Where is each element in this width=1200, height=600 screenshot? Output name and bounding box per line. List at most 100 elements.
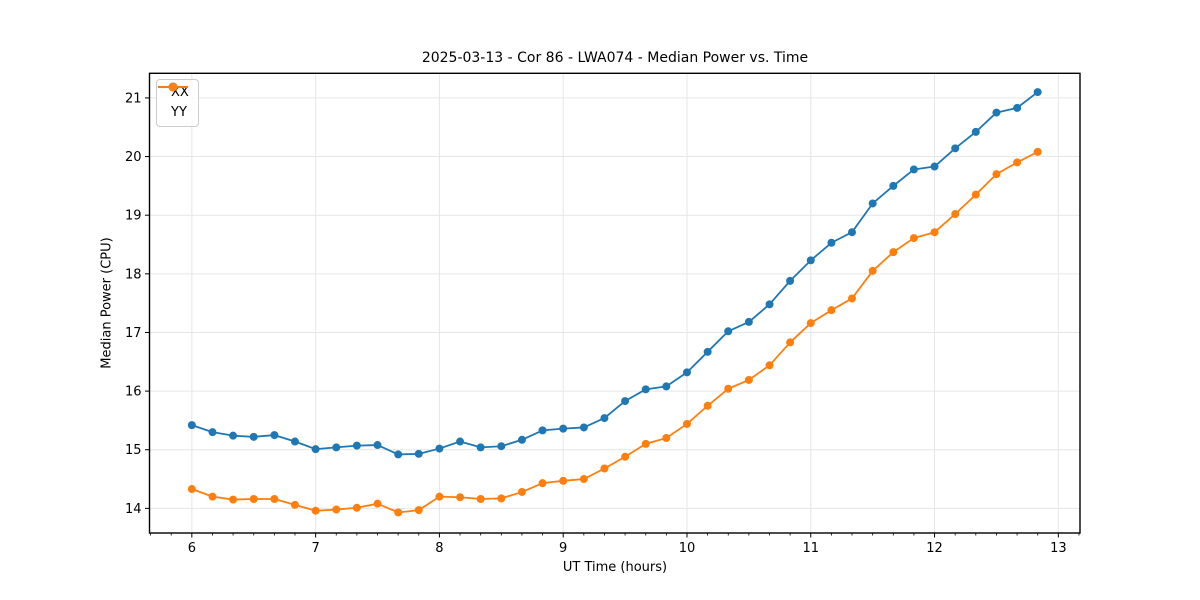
series-YY-marker	[311, 506, 320, 515]
x-tick-label: 8	[435, 541, 443, 556]
series-YY-marker	[662, 434, 671, 443]
series-YY-marker	[352, 503, 361, 512]
series-XX-marker	[1013, 103, 1022, 112]
series-XX-marker	[827, 238, 836, 247]
series-XX-marker	[497, 442, 506, 451]
series-XX-marker	[847, 228, 856, 237]
series-YY-marker	[971, 190, 980, 199]
series-XX-marker	[724, 327, 733, 336]
series-YY-marker	[868, 266, 877, 275]
series-YY-marker	[744, 375, 753, 384]
series-YY-marker	[579, 475, 588, 484]
x-tick-label: 12	[926, 541, 943, 556]
series-XX-marker	[414, 449, 423, 458]
series-XX-marker	[208, 428, 217, 437]
x-tick-label: 9	[559, 541, 567, 556]
series-YY-marker	[641, 439, 650, 448]
axes-border	[148, 72, 1081, 534]
series-XX-marker	[744, 317, 753, 326]
x-tick-label: 7	[311, 541, 319, 556]
series-XX-marker	[971, 127, 980, 136]
y-tick-label: 14	[125, 502, 142, 517]
series-XX-marker	[909, 165, 918, 174]
series-YY-marker	[909, 234, 918, 243]
series-YY-marker	[806, 319, 815, 328]
series-XX-marker	[270, 431, 279, 440]
series-YY-marker	[332, 505, 341, 514]
series-YY-marker	[559, 476, 568, 485]
legend: XX YY	[156, 79, 199, 127]
series-XX-marker	[806, 256, 815, 265]
series-XX-marker	[456, 437, 465, 446]
series-YY-marker	[786, 338, 795, 347]
x-axis-label: UT Time (hours)	[562, 560, 668, 575]
series-XX-marker	[951, 144, 960, 153]
y-tick-label: 20	[125, 150, 142, 165]
series-YY-marker	[951, 210, 960, 219]
series-XX-marker	[786, 276, 795, 285]
chart-title: 2025-03-13 - Cor 86 - LWA074 - Median Po…	[421, 50, 809, 66]
series-XX-marker	[600, 414, 609, 423]
series-XX-marker	[332, 443, 341, 452]
series-YY-marker	[600, 464, 609, 473]
series-XX-marker	[435, 444, 444, 453]
legend-label: YY	[171, 105, 187, 120]
series-YY-marker	[889, 248, 898, 257]
series-YY-marker	[517, 487, 526, 496]
x-tick-label: 11	[802, 541, 819, 556]
series-XX-marker	[538, 426, 547, 435]
series-YY-marker	[270, 494, 279, 503]
series-YY-marker	[187, 485, 196, 494]
series-XX-marker	[765, 300, 774, 309]
series-YY-marker	[992, 170, 1001, 179]
series-YY-marker	[724, 384, 733, 393]
series-XX-marker	[703, 347, 712, 356]
series-XX-marker	[682, 368, 691, 377]
series-XX-marker	[249, 432, 258, 441]
y-tick-label: 16	[125, 385, 142, 400]
series-XX-marker	[229, 431, 238, 440]
series-XX-marker	[352, 441, 361, 450]
y-tick-label: 19	[125, 209, 142, 224]
series-YY-marker	[1033, 147, 1042, 156]
series-XX-marker	[394, 450, 403, 459]
series-YY-marker	[765, 361, 774, 370]
series-YY-marker	[249, 494, 258, 503]
legend-marker-yy-icon	[158, 82, 188, 92]
series-YY-marker	[208, 492, 217, 501]
series-XX-marker	[992, 108, 1001, 117]
series-YY-marker	[682, 419, 691, 428]
series-XX-marker	[476, 443, 485, 452]
series-YY-marker	[497, 494, 506, 503]
series-XX-marker	[1033, 88, 1042, 97]
series-YY-marker	[1013, 158, 1022, 167]
series-YY-marker	[435, 492, 444, 501]
series-XX-marker	[868, 199, 877, 208]
series-YY-marker	[229, 495, 238, 504]
series-YY-marker	[930, 228, 939, 237]
series-YY-marker	[621, 452, 630, 461]
series-YY-marker	[847, 294, 856, 303]
series-YY-marker	[394, 508, 403, 517]
y-tick-label: 15	[125, 443, 142, 458]
series-XX-marker	[621, 397, 630, 406]
series-YY-marker	[538, 479, 547, 488]
y-tick-label: 21	[125, 91, 142, 106]
series-YY-marker	[290, 500, 299, 509]
y-tick-label: 18	[125, 267, 142, 282]
series-XX-marker	[930, 162, 939, 171]
series-XX-marker	[662, 382, 671, 391]
series-YY-marker	[456, 493, 465, 502]
series-XX-marker	[579, 423, 588, 432]
series-XX-marker	[559, 424, 568, 433]
series-XX-marker	[517, 435, 526, 444]
series-XX-marker	[373, 441, 382, 450]
y-tick-label: 17	[125, 326, 142, 341]
series-YY-marker	[373, 499, 382, 508]
series-XX-line	[191, 91, 1039, 456]
x-tick-label: 10	[679, 541, 696, 556]
series-XX-marker	[889, 181, 898, 190]
x-tick-label: 13	[1050, 541, 1067, 556]
